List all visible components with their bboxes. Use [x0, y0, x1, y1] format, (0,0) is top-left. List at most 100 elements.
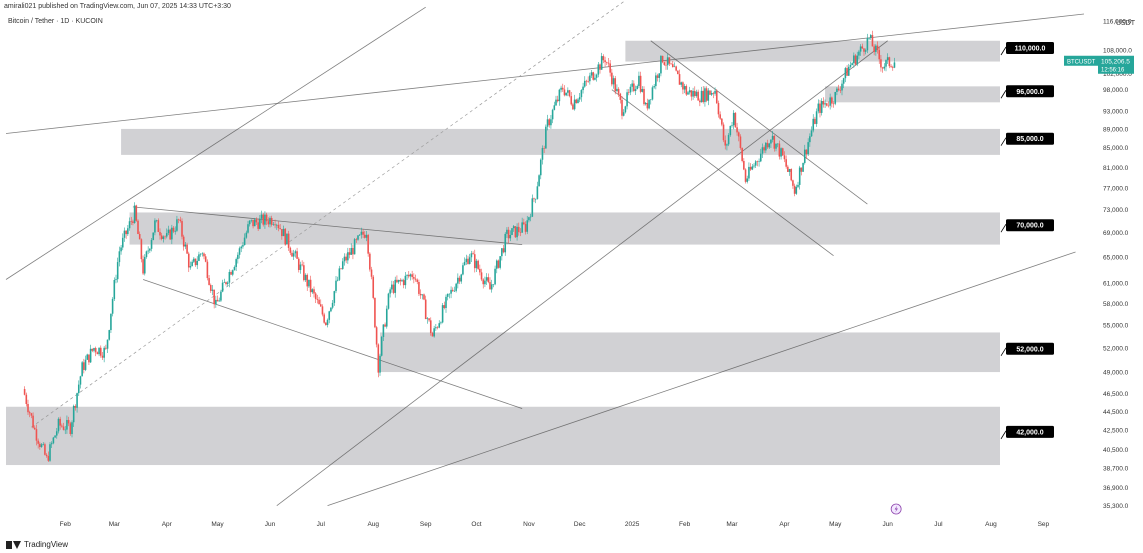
candle-body [199, 253, 202, 255]
candle-body [744, 169, 747, 182]
candle-body [534, 198, 537, 200]
candle-body [321, 306, 324, 315]
candle-body [761, 147, 764, 154]
candle-body [287, 233, 290, 248]
candle-body [783, 155, 786, 160]
candle-body [880, 59, 882, 68]
candle-body [301, 264, 303, 266]
candle-body [62, 426, 65, 430]
y-tick-label: 40,500.0 [1103, 447, 1129, 454]
candle-body [330, 307, 332, 312]
candle-body [512, 226, 515, 229]
candle-body [563, 89, 566, 96]
candle-body [223, 282, 226, 283]
tradingview-logo[interactable]: TradingView [6, 540, 68, 549]
candle-body [416, 279, 419, 282]
candle-body [526, 220, 529, 232]
candle-body [74, 405, 77, 408]
candle-body [120, 247, 122, 252]
candle-body [715, 90, 718, 104]
y-tick-label: 77,000.0 [1103, 185, 1129, 192]
trend-line-0 [5, 13, 1085, 134]
candle-body [849, 65, 852, 67]
candle-body [228, 271, 231, 283]
tradingview-logo-icon [6, 540, 21, 549]
x-tick-label: May [829, 521, 842, 528]
y-tick-label: 85,000.0 [1103, 145, 1129, 152]
candle-body [377, 344, 380, 373]
candle-body [704, 88, 706, 103]
candle-body [145, 251, 148, 258]
candle-body [391, 284, 393, 290]
candle-body [567, 90, 569, 93]
candle-body [602, 56, 605, 61]
candles [23, 30, 896, 462]
candle-body [836, 88, 838, 93]
candle-body [502, 248, 505, 253]
candle-body [220, 291, 222, 301]
candle-body [829, 97, 831, 106]
candle-body [795, 186, 798, 194]
candle-body [375, 327, 378, 345]
candle-body [514, 226, 517, 238]
candle-body [440, 322, 442, 324]
x-tick-label: Sep [1038, 521, 1050, 528]
candle-body [802, 162, 804, 172]
candle-body [846, 68, 848, 76]
candle-body [264, 214, 266, 225]
candle-body [634, 89, 637, 92]
candle-body [372, 276, 375, 298]
candle-body [780, 148, 782, 157]
candle-body [765, 142, 767, 151]
candle-body [127, 228, 129, 235]
candle-body [787, 166, 789, 172]
candle-body [213, 289, 215, 305]
candle-body [480, 272, 483, 280]
candle-body [309, 279, 312, 293]
candle-body [560, 87, 562, 90]
candle-body [193, 258, 195, 262]
candle-body [66, 420, 68, 430]
candle-body [803, 149, 806, 163]
currency-label: USDT [1115, 20, 1135, 27]
zone-4 [380, 332, 1000, 373]
level-label-leader-3 [1000, 223, 1007, 233]
candle-body [753, 165, 755, 167]
candle-body [589, 75, 591, 82]
candle-body [399, 279, 402, 282]
candle-body [875, 45, 877, 52]
candle-body [859, 46, 862, 52]
candle-body [187, 253, 190, 268]
zone-5 [6, 406, 1000, 466]
y-tick-label: 93,000.0 [1103, 108, 1129, 115]
symbol-title: Bitcoin / Tether · 1D · KUCOIN [8, 18, 103, 25]
candle-body [162, 236, 165, 239]
y-tick-label: 116,000.0 [1103, 18, 1132, 25]
candle-body [45, 454, 48, 456]
candle-body [633, 83, 635, 92]
candle-body [91, 348, 94, 351]
candle-body [707, 90, 710, 101]
y-tick-label: 69,000.0 [1103, 230, 1129, 237]
candle-body [754, 161, 757, 166]
candle-body [572, 104, 574, 110]
candle-body [286, 233, 288, 245]
candle-body [699, 100, 701, 103]
candle-body [191, 261, 193, 267]
candle-body [597, 64, 600, 75]
candle-body [42, 444, 45, 445]
candle-body [181, 221, 183, 237]
candle-body [238, 248, 241, 255]
candle-body [155, 220, 158, 221]
candle-body [328, 311, 331, 320]
candle-body [340, 268, 342, 270]
candle-body [726, 144, 728, 146]
candle-body [644, 102, 647, 105]
candle-body [639, 75, 642, 92]
candle-body [636, 86, 639, 90]
candle-body [712, 93, 715, 94]
candle-body [382, 324, 385, 337]
candle-body [457, 277, 459, 284]
